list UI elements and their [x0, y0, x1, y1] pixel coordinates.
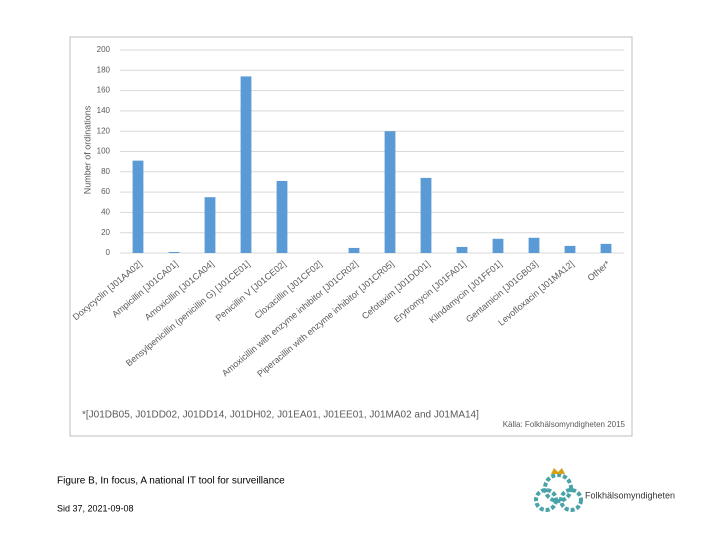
bar [600, 243, 612, 253]
bar [564, 245, 576, 253]
x-tick-label: Amoxicillin [J01CA04] [143, 259, 216, 323]
bar [168, 251, 180, 253]
bar [384, 131, 396, 253]
logo-icon [534, 468, 583, 512]
y-tick-label: 200 [97, 45, 111, 54]
x-tick-label: Other* [585, 258, 612, 283]
bar [348, 247, 360, 253]
bar [276, 180, 288, 253]
bar [420, 177, 432, 253]
y-tick-label: 20 [101, 228, 110, 237]
bar [204, 197, 216, 253]
footer: Sid 37, 2021-09-08 [57, 503, 134, 513]
source: Källa: Folkhälsomyndigheten 2015 [503, 420, 626, 429]
x-tick-label: Amoxicillin with enzyme inhibitor [J01CR… [220, 259, 360, 379]
footnote: *[J01DB05, J01DD02, J01DD14, J01DH02, J0… [82, 410, 479, 421]
bar [456, 246, 468, 253]
y-tick-label: 160 [97, 86, 111, 95]
y-tick-label: 120 [97, 126, 111, 135]
chart-frame [69, 36, 633, 437]
x-tick-label: Doxycyclin [J01AA02] [71, 259, 144, 323]
y-tick-label: 0 [106, 248, 111, 257]
x-tick-label: Penicillin V [J01CE02] [214, 259, 288, 324]
y-tick-label: 180 [97, 65, 111, 74]
bar [240, 76, 252, 253]
y-tick-label: 60 [101, 187, 110, 196]
bar [528, 237, 540, 253]
x-tick-label: Cloxacillin [J01CF02] [253, 259, 324, 321]
y-tick-label: 100 [97, 147, 111, 156]
y-axis-label: Number of ordinations [82, 105, 92, 194]
y-tick-label: 40 [101, 208, 110, 217]
x-tick-label: Piperacillin with enzyme inhibitor [J01C… [255, 259, 396, 379]
y-tick-label: 80 [101, 167, 110, 176]
bar [492, 238, 504, 253]
y-tick-label: 140 [97, 106, 111, 115]
x-tick-label: Cefotaxim [J01DD01] [360, 259, 432, 322]
x-tick-label: Ampicillin [J01CA01] [110, 259, 180, 320]
logo-text: Folkhälsomyndigheten [585, 490, 675, 500]
caption: Figure B, In focus, A national IT tool f… [57, 476, 285, 487]
bar [132, 160, 144, 253]
